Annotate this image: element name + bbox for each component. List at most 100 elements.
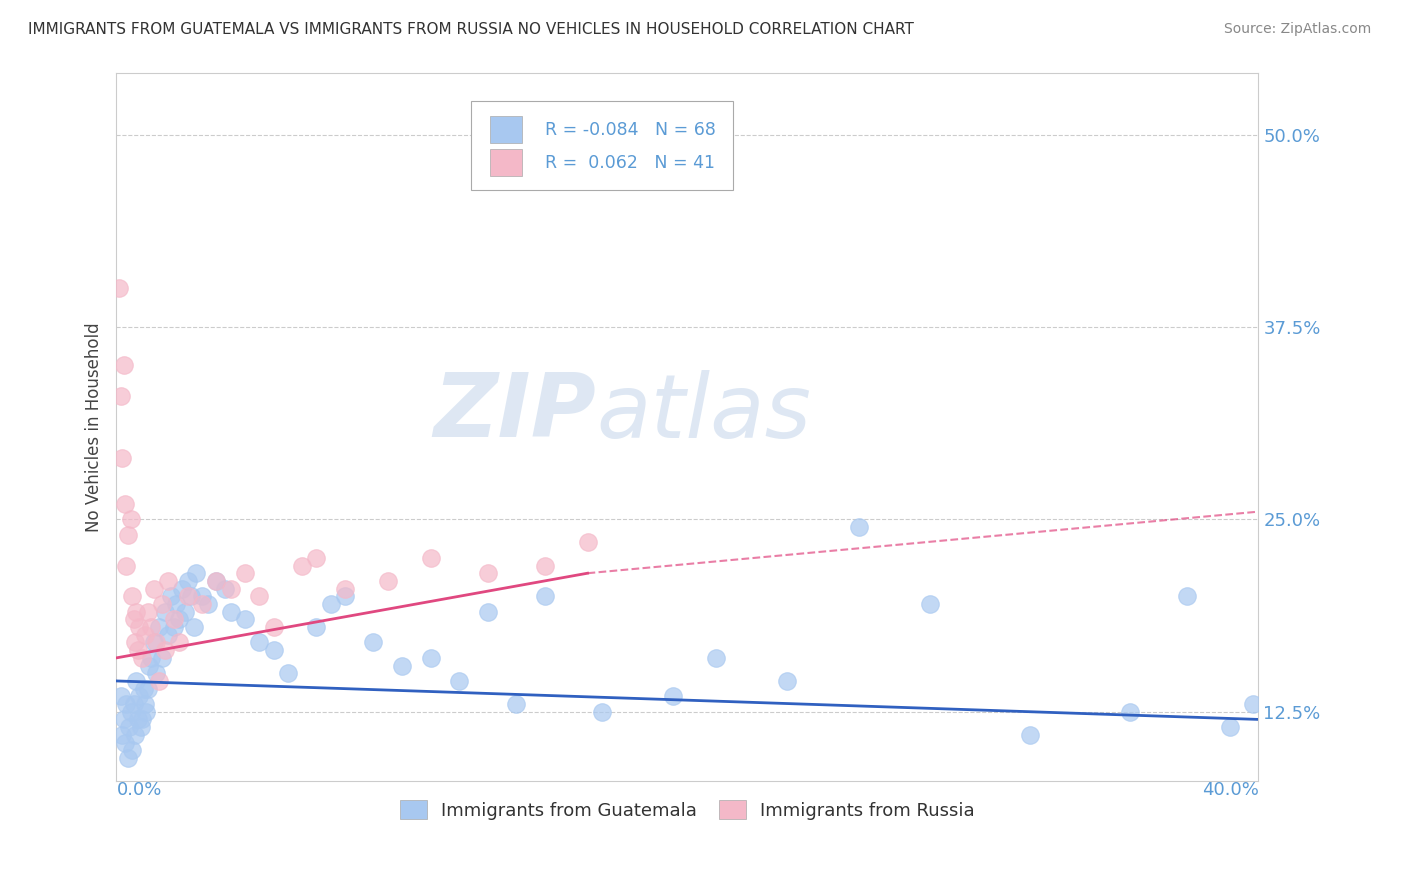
- Point: [165, 597, 187, 611]
- Point: [177, 589, 200, 603]
- Point: [505, 697, 527, 711]
- Point: [183, 620, 205, 634]
- FancyBboxPatch shape: [489, 150, 522, 177]
- Point: [148, 673, 170, 688]
- Point: [1175, 589, 1198, 603]
- Point: [156, 628, 179, 642]
- Point: [219, 605, 242, 619]
- Point: [121, 589, 143, 603]
- Point: [139, 651, 162, 665]
- Legend: Immigrants from Guatemala, Immigrants from Russia: Immigrants from Guatemala, Immigrants fr…: [395, 795, 980, 825]
- Point: [145, 666, 167, 681]
- Text: 0.0%: 0.0%: [117, 781, 162, 799]
- Point: [477, 605, 499, 619]
- Point: [153, 605, 176, 619]
- Point: [533, 589, 555, 603]
- Point: [138, 658, 160, 673]
- Point: [115, 697, 138, 711]
- Point: [363, 635, 385, 649]
- Point: [1119, 705, 1142, 719]
- Point: [120, 705, 142, 719]
- Point: [124, 635, 146, 649]
- Point: [145, 635, 167, 649]
- Point: [162, 620, 184, 634]
- FancyBboxPatch shape: [489, 116, 522, 143]
- Point: [162, 612, 184, 626]
- Point: [1019, 728, 1042, 742]
- Point: [139, 620, 162, 634]
- Point: [704, 651, 727, 665]
- Point: [169, 612, 191, 626]
- Point: [142, 582, 165, 596]
- Point: [1241, 697, 1264, 711]
- Point: [117, 751, 139, 765]
- Point: [124, 728, 146, 742]
- Point: [419, 550, 441, 565]
- Point: [277, 666, 299, 681]
- Point: [205, 574, 228, 588]
- Point: [1219, 720, 1241, 734]
- Text: atlas: atlas: [596, 370, 811, 456]
- Text: 40.0%: 40.0%: [1202, 781, 1258, 799]
- Text: R =  0.062   N = 41: R = 0.062 N = 41: [544, 154, 714, 172]
- Point: [319, 597, 342, 611]
- Point: [219, 582, 242, 596]
- Point: [305, 550, 328, 565]
- Point: [180, 589, 202, 603]
- Point: [233, 566, 256, 581]
- Point: [197, 597, 219, 611]
- Point: [333, 582, 356, 596]
- Point: [111, 450, 134, 465]
- Point: [333, 589, 356, 603]
- Point: [920, 597, 942, 611]
- Point: [135, 705, 157, 719]
- Point: [117, 527, 139, 541]
- Point: [172, 582, 194, 596]
- Point: [174, 605, 197, 619]
- Point: [121, 743, 143, 757]
- Text: IMMIGRANTS FROM GUATEMALA VS IMMIGRANTS FROM RUSSIA NO VEHICLES IN HOUSEHOLD COR: IMMIGRANTS FROM GUATEMALA VS IMMIGRANTS …: [28, 22, 914, 37]
- Point: [136, 605, 159, 619]
- Point: [122, 697, 145, 711]
- Point: [305, 620, 328, 634]
- Point: [848, 520, 870, 534]
- Point: [131, 651, 153, 665]
- Point: [186, 566, 208, 581]
- Point: [108, 281, 131, 295]
- Point: [191, 589, 214, 603]
- Point: [776, 673, 799, 688]
- Point: [110, 690, 132, 704]
- Point: [576, 535, 599, 549]
- Point: [291, 558, 314, 573]
- Point: [118, 720, 141, 734]
- Point: [159, 589, 181, 603]
- FancyBboxPatch shape: [471, 102, 733, 190]
- Point: [377, 574, 399, 588]
- Point: [150, 597, 173, 611]
- Point: [136, 681, 159, 696]
- Point: [533, 558, 555, 573]
- Point: [125, 673, 148, 688]
- Point: [134, 697, 156, 711]
- Point: [114, 735, 136, 749]
- Point: [263, 620, 285, 634]
- Point: [662, 690, 685, 704]
- Point: [449, 673, 471, 688]
- Point: [247, 589, 270, 603]
- Text: R = -0.084   N = 68: R = -0.084 N = 68: [544, 120, 716, 138]
- Point: [263, 643, 285, 657]
- Text: Source: ZipAtlas.com: Source: ZipAtlas.com: [1223, 22, 1371, 37]
- Point: [127, 643, 149, 657]
- Point: [419, 651, 441, 665]
- Y-axis label: No Vehicles in Household: No Vehicles in Household: [86, 322, 103, 532]
- Point: [391, 658, 413, 673]
- Point: [125, 605, 148, 619]
- Point: [153, 643, 176, 657]
- Point: [132, 681, 155, 696]
- Point: [115, 558, 138, 573]
- Point: [120, 512, 142, 526]
- Point: [129, 720, 152, 734]
- Point: [111, 728, 134, 742]
- Point: [247, 635, 270, 649]
- Point: [110, 389, 132, 403]
